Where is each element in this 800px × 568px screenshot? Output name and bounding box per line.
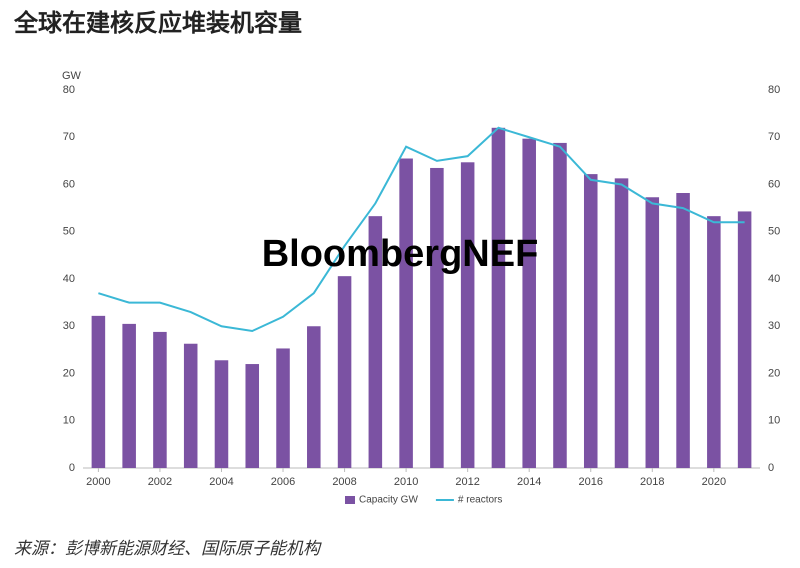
x-tick-label: 2018 <box>640 476 664 488</box>
x-tick-label: 2002 <box>148 476 172 488</box>
bar <box>460 162 475 469</box>
y-tick-label: 10 <box>63 415 75 427</box>
y2-tick-label: 30 <box>768 320 780 332</box>
y-tick-label: 70 <box>63 131 75 143</box>
bar <box>183 343 198 468</box>
y2-tick-label: 40 <box>768 273 780 285</box>
legend-label: Capacity GW <box>359 495 418 506</box>
x-tick-label: 2020 <box>702 476 726 488</box>
y-tick-label: 40 <box>63 273 75 285</box>
x-tick-label: 2006 <box>271 476 295 488</box>
bar <box>430 167 444 468</box>
bar <box>614 178 629 469</box>
bar <box>676 193 690 468</box>
y2-tick-label: 80 <box>768 84 780 96</box>
bar <box>122 323 136 468</box>
y-tick-label: 60 <box>63 178 75 190</box>
y-tick-label: 0 <box>69 462 75 474</box>
bar <box>153 331 167 468</box>
line <box>98 126 745 333</box>
watermark: BloombergNEF <box>262 233 539 275</box>
chart-title: 全球在建核反应堆装机容量 <box>13 9 302 37</box>
bar <box>553 142 567 469</box>
x-tick-label: 2016 <box>579 476 603 488</box>
y-tick-label: 20 <box>63 367 75 379</box>
bar <box>522 138 536 469</box>
y-tick-label: 80 <box>63 84 75 96</box>
bar <box>491 127 506 469</box>
y2-tick-label: 20 <box>768 367 780 379</box>
x-tick-label: 2012 <box>455 476 479 488</box>
bar <box>276 348 290 468</box>
x-tick-label: 2010 <box>394 476 418 488</box>
y2-tick-label: 50 <box>768 226 780 238</box>
bar <box>707 216 721 468</box>
y-axis-label: GW <box>62 70 82 82</box>
legend-swatch <box>345 496 355 504</box>
bar <box>214 360 229 468</box>
x-tick-label: 2004 <box>209 476 233 488</box>
x-tick-label: 2000 <box>86 476 110 488</box>
x-tick-label: 2008 <box>332 476 356 488</box>
source-note: 来源：彭博新能源财经、国际原子能机构 <box>14 539 322 559</box>
x-tick-label: 2014 <box>517 476 541 488</box>
legend-label: # reactors <box>458 495 502 506</box>
bar <box>399 158 413 468</box>
bar <box>737 211 752 468</box>
bar <box>583 174 598 469</box>
y-tick-label: 30 <box>63 320 75 332</box>
bar <box>91 315 106 468</box>
bar <box>368 216 383 468</box>
y2-tick-label: 70 <box>768 131 780 143</box>
y2-tick-label: 10 <box>768 415 780 427</box>
bar <box>245 364 260 468</box>
y2-tick-label: 0 <box>768 462 774 474</box>
y2-tick-label: 60 <box>768 178 780 190</box>
y-tick-label: 50 <box>63 226 75 238</box>
bar <box>307 326 321 468</box>
bar <box>645 197 660 468</box>
bar <box>337 276 352 468</box>
